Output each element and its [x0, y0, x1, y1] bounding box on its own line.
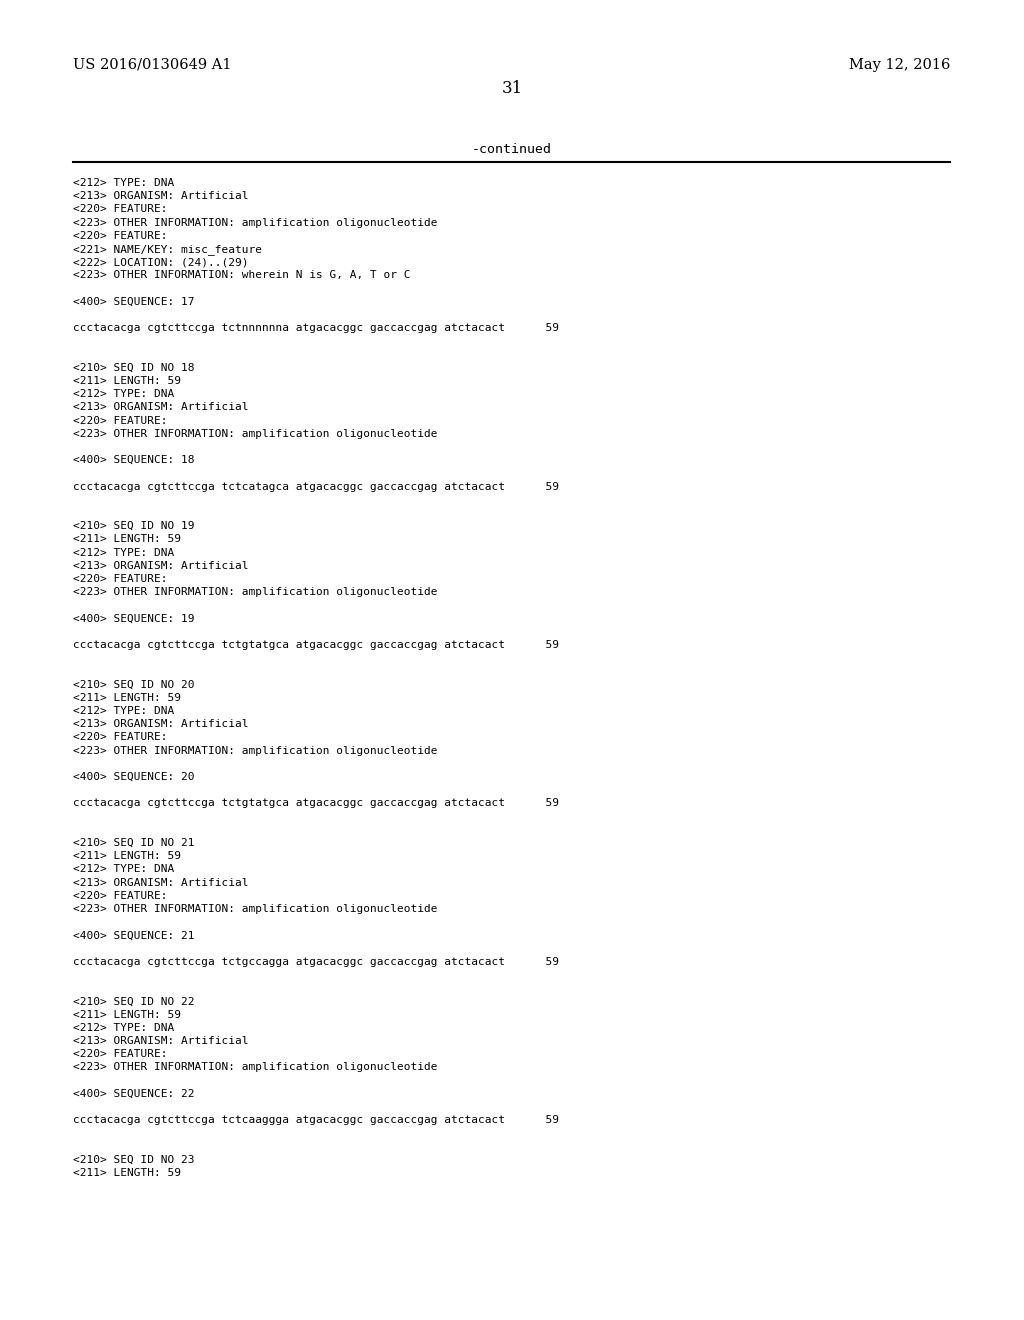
Text: <223> OTHER INFORMATION: amplification oligonucleotide: <223> OTHER INFORMATION: amplification o… [73, 904, 437, 913]
Text: <210> SEQ ID NO 20: <210> SEQ ID NO 20 [73, 680, 195, 689]
Text: <220> FEATURE:: <220> FEATURE: [73, 1049, 168, 1059]
Text: <211> LENGTH: 59: <211> LENGTH: 59 [73, 376, 181, 385]
Text: <220> FEATURE:: <220> FEATURE: [73, 574, 168, 583]
Text: <213> ORGANISM: Artificial: <213> ORGANISM: Artificial [73, 191, 249, 201]
Text: <220> FEATURE:: <220> FEATURE: [73, 733, 168, 742]
Text: <400> SEQUENCE: 22: <400> SEQUENCE: 22 [73, 1089, 195, 1098]
Text: <210> SEQ ID NO 18: <210> SEQ ID NO 18 [73, 363, 195, 372]
Text: -continued: -continued [472, 143, 552, 156]
Text: 31: 31 [502, 81, 522, 96]
Text: <212> TYPE: DNA: <212> TYPE: DNA [73, 1023, 174, 1032]
Text: <210> SEQ ID NO 21: <210> SEQ ID NO 21 [73, 838, 195, 847]
Text: <210> SEQ ID NO 23: <210> SEQ ID NO 23 [73, 1155, 195, 1164]
Text: <221> NAME/KEY: misc_feature: <221> NAME/KEY: misc_feature [73, 244, 262, 255]
Text: ccctacacga cgtcttccga tctcaaggga atgacacggc gaccaccgag atctacact      59: ccctacacga cgtcttccga tctcaaggga atgacac… [73, 1115, 559, 1125]
Text: <212> TYPE: DNA: <212> TYPE: DNA [73, 389, 174, 399]
Text: <220> FEATURE:: <220> FEATURE: [73, 891, 168, 900]
Text: US 2016/0130649 A1: US 2016/0130649 A1 [73, 58, 231, 73]
Text: ccctacacga cgtcttccga tctgtatgca atgacacggc gaccaccgag atctacact      59: ccctacacga cgtcttccga tctgtatgca atgacac… [73, 640, 559, 649]
Text: <223> OTHER INFORMATION: amplification oligonucleotide: <223> OTHER INFORMATION: amplification o… [73, 218, 437, 227]
Text: <210> SEQ ID NO 22: <210> SEQ ID NO 22 [73, 997, 195, 1006]
Text: <223> OTHER INFORMATION: amplification oligonucleotide: <223> OTHER INFORMATION: amplification o… [73, 429, 437, 438]
Text: <223> OTHER INFORMATION: amplification oligonucleotide: <223> OTHER INFORMATION: amplification o… [73, 746, 437, 755]
Text: ccctacacga cgtcttccga tctcatagca atgacacggc gaccaccgag atctacact      59: ccctacacga cgtcttccga tctcatagca atgacac… [73, 482, 559, 491]
Text: ccctacacga cgtcttccga tctnnnnnna atgacacggc gaccaccgag atctacact      59: ccctacacga cgtcttccga tctnnnnnna atgacac… [73, 323, 559, 333]
Text: <211> LENGTH: 59: <211> LENGTH: 59 [73, 535, 181, 544]
Text: <211> LENGTH: 59: <211> LENGTH: 59 [73, 1168, 181, 1177]
Text: <213> ORGANISM: Artificial: <213> ORGANISM: Artificial [73, 878, 249, 887]
Text: <211> LENGTH: 59: <211> LENGTH: 59 [73, 851, 181, 861]
Text: <213> ORGANISM: Artificial: <213> ORGANISM: Artificial [73, 719, 249, 729]
Text: <211> LENGTH: 59: <211> LENGTH: 59 [73, 693, 181, 702]
Text: <210> SEQ ID NO 19: <210> SEQ ID NO 19 [73, 521, 195, 531]
Text: <212> TYPE: DNA: <212> TYPE: DNA [73, 706, 174, 715]
Text: <222> LOCATION: (24)..(29): <222> LOCATION: (24)..(29) [73, 257, 249, 267]
Text: <400> SEQUENCE: 20: <400> SEQUENCE: 20 [73, 772, 195, 781]
Text: <223> OTHER INFORMATION: wherein N is G, A, T or C: <223> OTHER INFORMATION: wherein N is G,… [73, 271, 411, 280]
Text: <212> TYPE: DNA: <212> TYPE: DNA [73, 178, 174, 187]
Text: <220> FEATURE:: <220> FEATURE: [73, 416, 168, 425]
Text: <220> FEATURE:: <220> FEATURE: [73, 231, 168, 240]
Text: <213> ORGANISM: Artificial: <213> ORGANISM: Artificial [73, 1036, 249, 1045]
Text: May 12, 2016: May 12, 2016 [849, 58, 950, 73]
Text: <400> SEQUENCE: 19: <400> SEQUENCE: 19 [73, 614, 195, 623]
Text: ccctacacga cgtcttccga tctgccagga atgacacggc gaccaccgag atctacact      59: ccctacacga cgtcttccga tctgccagga atgacac… [73, 957, 559, 966]
Text: <400> SEQUENCE: 18: <400> SEQUENCE: 18 [73, 455, 195, 465]
Text: <213> ORGANISM: Artificial: <213> ORGANISM: Artificial [73, 403, 249, 412]
Text: <212> TYPE: DNA: <212> TYPE: DNA [73, 865, 174, 874]
Text: <223> OTHER INFORMATION: amplification oligonucleotide: <223> OTHER INFORMATION: amplification o… [73, 1063, 437, 1072]
Text: <400> SEQUENCE: 21: <400> SEQUENCE: 21 [73, 931, 195, 940]
Text: <223> OTHER INFORMATION: amplification oligonucleotide: <223> OTHER INFORMATION: amplification o… [73, 587, 437, 597]
Text: <220> FEATURE:: <220> FEATURE: [73, 205, 168, 214]
Text: <211> LENGTH: 59: <211> LENGTH: 59 [73, 1010, 181, 1019]
Text: <212> TYPE: DNA: <212> TYPE: DNA [73, 548, 174, 557]
Text: ccctacacga cgtcttccga tctgtatgca atgacacggc gaccaccgag atctacact      59: ccctacacga cgtcttccga tctgtatgca atgacac… [73, 799, 559, 808]
Text: <213> ORGANISM: Artificial: <213> ORGANISM: Artificial [73, 561, 249, 570]
Text: <400> SEQUENCE: 17: <400> SEQUENCE: 17 [73, 297, 195, 306]
